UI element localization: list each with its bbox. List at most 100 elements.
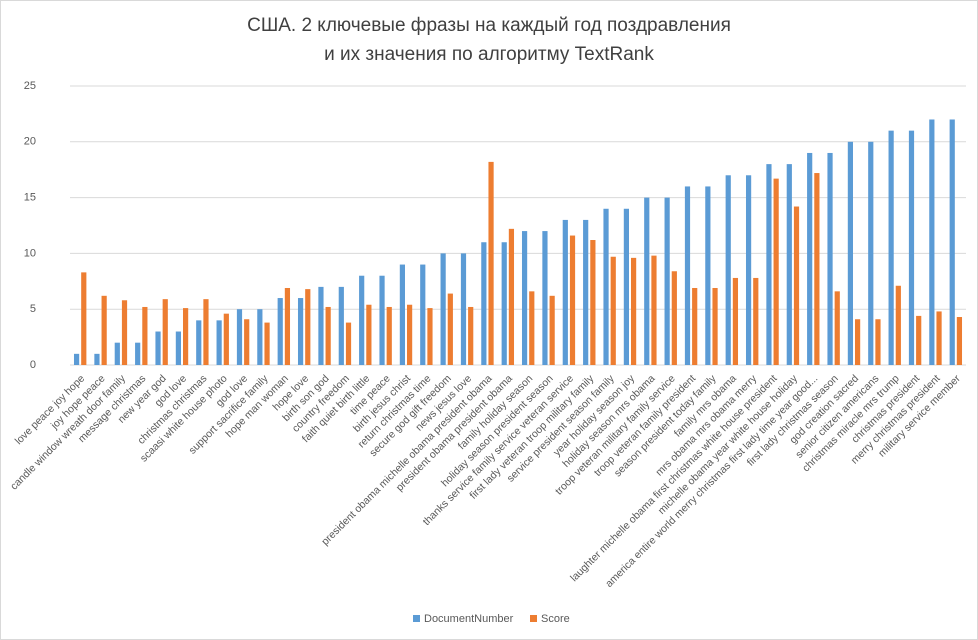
bar [297,298,304,365]
bar [216,320,222,365]
bar [773,178,779,365]
y-tick-label: 15 [24,192,36,204]
bar [949,119,955,365]
bar [244,319,250,365]
bar [305,289,311,365]
bar [508,228,515,365]
bar [183,308,189,365]
y-tick-label: 25 [24,80,36,92]
bar [236,309,243,365]
bar [908,130,915,365]
bar [793,206,800,365]
bar [427,308,433,365]
bar [121,300,128,365]
bar [338,286,344,365]
bar [562,219,568,365]
bar [101,295,107,365]
bar [175,331,181,365]
bar [345,322,352,365]
bar [725,175,731,365]
bar [521,231,528,365]
bar [325,306,331,365]
bar [929,119,935,365]
bar [664,197,670,365]
bar [956,317,963,365]
y-tick-label: 5 [30,303,36,315]
legend-label: DocumentNumber [424,613,514,625]
bar [407,304,413,365]
legend-swatch [530,615,537,622]
bar [420,264,426,365]
bar [705,186,711,365]
bar [745,175,752,365]
bar [94,353,100,365]
bar [875,319,881,365]
bar [583,219,589,365]
bar [766,164,772,365]
y-tick-label: 20 [24,136,36,148]
bar [631,257,637,365]
bar [623,208,629,365]
bar [284,287,291,365]
bar [81,272,87,365]
bar [916,315,922,365]
chart-title: США. 2 ключевые фразы на каждый год позд… [247,15,731,36]
bar [732,277,739,365]
bar [162,299,168,365]
bar [366,304,372,365]
bar [590,240,596,365]
bar [440,253,446,365]
bar [460,253,467,365]
chart-title: и их значения по алгоритму TextRank [324,44,654,65]
bar [814,173,820,365]
bar [529,291,535,365]
bar [379,275,385,365]
bar [203,299,209,365]
bar [468,306,474,365]
bar [644,197,650,365]
bar [671,271,677,365]
bar [386,306,392,365]
bar [481,242,487,365]
bar [542,231,548,365]
bar [399,264,405,365]
bar [569,235,576,365]
bar [692,287,698,365]
bar [223,313,229,365]
bar [603,208,609,365]
bar [868,141,874,365]
bar [264,322,270,365]
bar [753,277,759,365]
bar [888,130,894,365]
bar [847,141,853,365]
bar [155,331,161,365]
bar [501,242,507,365]
bar [834,291,840,365]
bar [610,256,616,365]
bar [786,164,792,365]
legend-label: Score [541,613,570,625]
bar [277,298,283,365]
bar [114,342,120,365]
bar [257,309,263,365]
bar [447,293,453,365]
bar [827,152,833,365]
bar [318,286,324,365]
bar [142,306,148,365]
bar [895,285,901,365]
bar [359,275,365,365]
bar [196,320,202,365]
bar [712,287,718,365]
bar [807,152,813,365]
bar [855,319,861,365]
bar [135,342,141,365]
bar [684,186,691,365]
y-tick-label: 0 [30,359,36,371]
bar [73,353,80,365]
bar [549,295,555,365]
bar [936,311,942,365]
y-tick-label: 10 [24,247,36,259]
legend-swatch [413,615,420,622]
bar [488,161,494,365]
